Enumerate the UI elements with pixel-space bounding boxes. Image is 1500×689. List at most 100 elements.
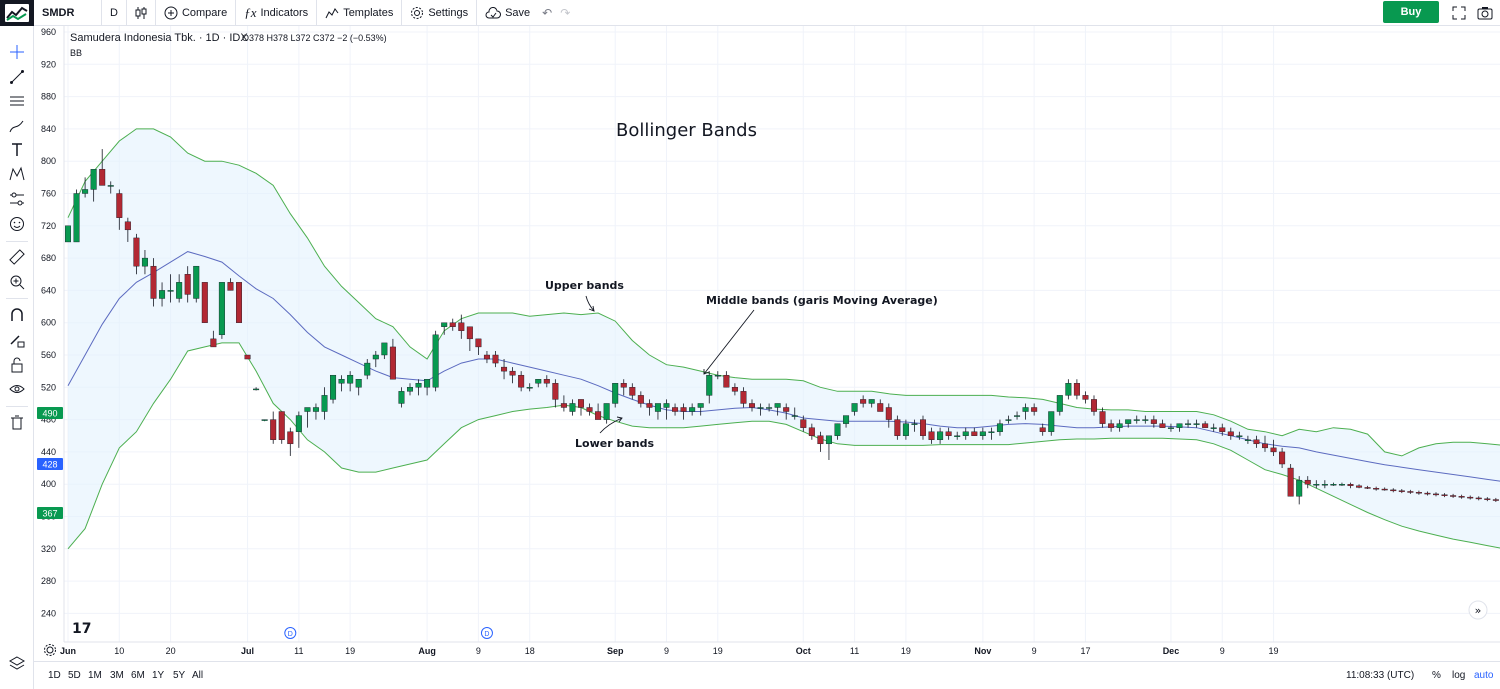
candle bbox=[1082, 391, 1089, 404]
range-6m[interactable]: 6M bbox=[131, 670, 145, 681]
time-axis[interactable]: Jun 10 20 Jul 11 19 Aug 9 18 Sep 9 19 Oct 11 19 Nov 9 17 D… bbox=[60, 641, 1500, 656]
lock-tool[interactable] bbox=[6, 355, 28, 375]
tv-logo-watermark[interactable]: 17 bbox=[72, 621, 91, 637]
chart-settings-gear[interactable] bbox=[44, 644, 56, 656]
buy-button[interactable]: Buy bbox=[1383, 1, 1439, 23]
undo-button[interactable]: ↶ bbox=[538, 0, 556, 26]
candle-body bbox=[1022, 407, 1029, 412]
candle bbox=[843, 415, 850, 428]
candle-body bbox=[1048, 411, 1055, 432]
candle bbox=[885, 403, 892, 428]
range-all[interactable]: All bbox=[192, 670, 204, 681]
candle-body bbox=[1014, 415, 1021, 417]
legend-title[interactable]: Samudera Indonesia Tbk. · 1D · IDX bbox=[70, 32, 248, 44]
symbol-search[interactable]: SMDR bbox=[34, 0, 102, 26]
candle bbox=[107, 181, 114, 194]
scroll-to-realtime-button[interactable]: » bbox=[1468, 600, 1488, 620]
candle bbox=[971, 427, 978, 436]
stay-drawing-tool[interactable] bbox=[6, 330, 28, 350]
range-3m[interactable]: 3M bbox=[110, 670, 124, 681]
compare-button[interactable]: Compare bbox=[156, 0, 237, 26]
save-button[interactable]: Save bbox=[477, 0, 538, 26]
candle-body bbox=[1219, 427, 1226, 432]
candle-body bbox=[1159, 423, 1166, 428]
candle-body bbox=[1475, 497, 1482, 500]
bollinger-lower-band bbox=[67, 342, 1500, 550]
arrow-lower-head bbox=[616, 416, 623, 423]
candle-body bbox=[1202, 423, 1209, 428]
auto-toggle[interactable]: auto bbox=[1474, 670, 1494, 681]
gear-icon bbox=[411, 6, 424, 19]
candle bbox=[920, 415, 927, 440]
range-1y[interactable]: 1Y bbox=[152, 670, 165, 681]
price-chart[interactable]: 2402803203604004404805205606006406807207… bbox=[34, 26, 1500, 661]
pattern-tool[interactable] bbox=[6, 164, 28, 184]
pencil-lock-icon bbox=[10, 335, 25, 348]
zoom-in-icon bbox=[10, 275, 25, 290]
object-tree-button[interactable] bbox=[6, 653, 28, 673]
interval-button[interactable]: D bbox=[102, 0, 127, 26]
legend-indicator[interactable]: BB bbox=[70, 48, 82, 58]
dividend-marker-label: D bbox=[288, 631, 293, 638]
chart-type-button[interactable] bbox=[127, 0, 156, 26]
layers-icon bbox=[9, 656, 25, 670]
candle-body bbox=[1287, 467, 1294, 497]
range-5d[interactable]: 5D bbox=[68, 670, 81, 681]
price-axis[interactable]: 2402803203604004404805205606006406807207… bbox=[41, 26, 65, 642]
screenshot-button[interactable] bbox=[1476, 4, 1494, 22]
candle bbox=[937, 427, 944, 444]
redo-button[interactable]: ↷ bbox=[556, 0, 574, 26]
range-1d[interactable]: 1D bbox=[48, 670, 61, 681]
candle-body bbox=[364, 362, 371, 376]
magnet-tool[interactable] bbox=[6, 305, 28, 325]
candle bbox=[1039, 423, 1046, 436]
clock[interactable]: 11:08:33 (UTC) bbox=[1346, 670, 1415, 681]
trash-icon bbox=[11, 415, 23, 430]
fullscreen-button[interactable] bbox=[1450, 4, 1468, 22]
candle bbox=[150, 258, 157, 307]
candle-body bbox=[731, 387, 738, 392]
candle-body bbox=[1321, 484, 1328, 486]
candle-body bbox=[1150, 419, 1157, 424]
crosshair-tool[interactable] bbox=[6, 42, 28, 62]
templates-icon bbox=[325, 7, 339, 18]
badge-upper-value: 490 bbox=[42, 409, 57, 419]
dividend-marker: D bbox=[284, 627, 297, 639]
time-tick-label: Nov bbox=[974, 646, 991, 656]
prediction-tool[interactable] bbox=[6, 189, 28, 209]
templates-button[interactable]: Templates bbox=[317, 0, 403, 26]
hide-drawings-tool[interactable] bbox=[6, 379, 28, 399]
smiley-icon bbox=[10, 217, 24, 231]
candle bbox=[1116, 419, 1123, 432]
candle-body bbox=[586, 407, 593, 412]
candle-body bbox=[107, 185, 114, 187]
legend-ohlc: O378 H378 L372 C372 −2 (−0.53%) bbox=[242, 33, 387, 43]
brush-tool[interactable] bbox=[6, 116, 28, 136]
remove-drawings-tool[interactable] bbox=[6, 413, 28, 433]
candle-body bbox=[244, 354, 251, 360]
log-toggle[interactable]: log bbox=[1452, 670, 1466, 681]
candle bbox=[347, 371, 354, 392]
fib-tool[interactable] bbox=[6, 91, 28, 111]
candle bbox=[270, 411, 277, 444]
range-1m[interactable]: 1M bbox=[88, 670, 102, 681]
candle-body bbox=[800, 419, 807, 428]
candle bbox=[432, 330, 439, 392]
candle-body bbox=[475, 338, 482, 348]
percent-toggle[interactable]: % bbox=[1432, 670, 1441, 681]
measure-tool[interactable] bbox=[6, 247, 28, 267]
candle bbox=[996, 419, 1003, 436]
candle-body bbox=[201, 282, 208, 323]
price-tick-label: 280 bbox=[41, 576, 56, 586]
app-logo[interactable] bbox=[0, 0, 34, 26]
settings-button[interactable]: Settings bbox=[402, 0, 478, 26]
range-5y[interactable]: 5Y bbox=[173, 670, 186, 681]
text-tool[interactable] bbox=[6, 140, 28, 160]
zoom-tool[interactable] bbox=[6, 272, 28, 292]
candle-body bbox=[1193, 423, 1200, 425]
emoji-tool[interactable] bbox=[6, 214, 28, 234]
trend-line-tool[interactable] bbox=[6, 67, 28, 87]
indicators-button[interactable]: ƒx Indicators bbox=[236, 0, 318, 26]
candle bbox=[1373, 486, 1380, 491]
